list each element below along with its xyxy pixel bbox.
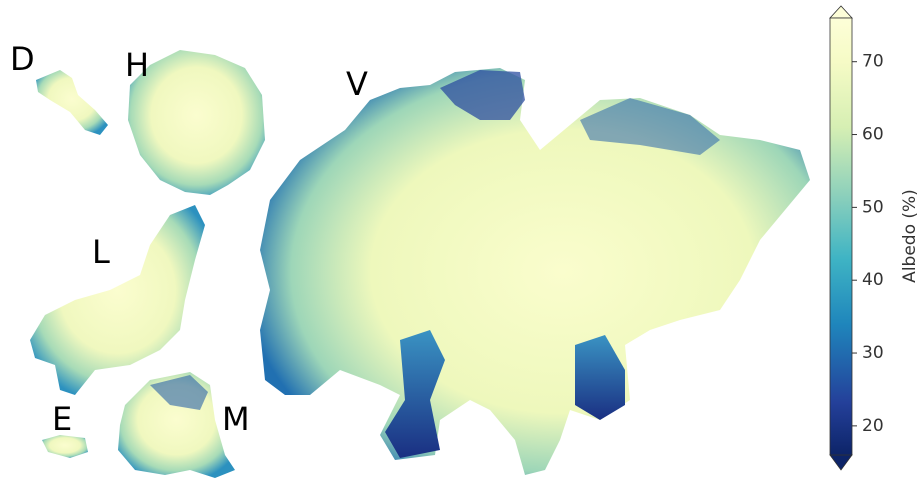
region-label: M: [222, 400, 250, 438]
colorbar-tick-label: 20: [862, 416, 884, 436]
region-labels: D H V L E M: [10, 40, 368, 438]
colorbar-extend-top: [829, 5, 853, 19]
colorbar-label: Albedo (%): [900, 189, 920, 283]
colorbar-extend-bottom: [829, 454, 853, 471]
colorbar-tick-label: 70: [862, 52, 884, 72]
colorbar-tick-label: 30: [862, 343, 884, 363]
ice-cap-h: [128, 50, 265, 195]
ice-cap-v-dark-north: [440, 70, 525, 120]
colorbar-tick-label: 60: [862, 125, 884, 145]
region-label: L: [92, 233, 110, 271]
region-label: E: [52, 400, 72, 438]
ice-cap-v-dark-east: [580, 98, 720, 155]
region-label: H: [125, 46, 149, 84]
ice-cap-l: [30, 205, 205, 395]
ice-caps: [30, 50, 810, 478]
colorbar-tick-label: 50: [862, 197, 884, 217]
ice-cap-m: [118, 372, 235, 478]
region-label: V: [346, 65, 368, 103]
ice-cap-v: [260, 68, 810, 475]
ice-cap-e: [42, 435, 88, 458]
ice-cap-v-dark-southeast: [575, 335, 625, 420]
colorbar-body: [829, 17, 853, 456]
ice-cap-v-dark-south: [385, 330, 445, 458]
colorbar: Albedo (%) 20 30 40 50 60 70: [829, 5, 920, 471]
colorbar-tick-label: 40: [862, 270, 884, 290]
ice-cap-m-dark: [150, 375, 208, 410]
region-label: D: [10, 40, 35, 78]
ice-cap-d: [36, 70, 108, 135]
